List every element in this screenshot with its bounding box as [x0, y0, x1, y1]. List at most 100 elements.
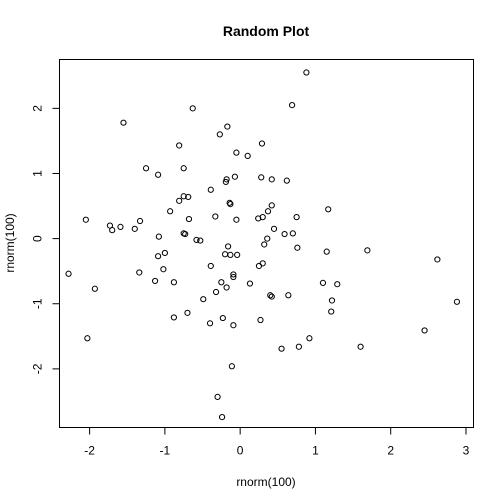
data-point — [325, 206, 332, 213]
data-point — [212, 288, 220, 296]
data-point — [219, 314, 226, 322]
data-point — [289, 230, 296, 237]
data-point — [136, 217, 144, 225]
data-point — [228, 363, 235, 370]
data-point — [288, 101, 296, 109]
data-point — [84, 335, 91, 342]
data-point — [270, 225, 278, 232]
data-point — [170, 314, 178, 321]
data-point — [258, 140, 266, 147]
data-point — [267, 292, 274, 299]
data-point — [65, 270, 72, 277]
data-point — [91, 285, 98, 292]
data-point — [294, 244, 301, 251]
data-point — [334, 281, 341, 288]
data-point — [222, 251, 229, 258]
x-tick-label: 1 — [312, 444, 319, 458]
y-axis: -2 -1 0 1 2 — [31, 105, 60, 374]
x-axis: -2 -1 0 1 2 3 — [84, 427, 470, 458]
data-point — [258, 174, 265, 181]
data-point — [155, 253, 162, 260]
data-point — [197, 237, 204, 244]
data-point — [218, 279, 225, 286]
chart-title: Random Plot — [223, 23, 310, 39]
data-point — [306, 335, 313, 342]
data-point — [155, 171, 162, 178]
data-point — [212, 213, 219, 220]
data-point — [189, 105, 196, 112]
data-point — [131, 225, 138, 232]
data-point — [268, 202, 275, 209]
data-point — [278, 345, 285, 352]
data-point — [142, 165, 150, 172]
y-tick-label: 2 — [31, 105, 45, 112]
data-point — [109, 227, 116, 234]
data-point — [285, 292, 292, 299]
data-point — [295, 343, 302, 350]
data-point — [167, 208, 174, 215]
data-point — [453, 298, 461, 305]
data-point — [82, 216, 89, 223]
data-point — [231, 173, 238, 180]
data-point — [176, 197, 183, 204]
data-point — [230, 322, 237, 329]
data-point — [230, 273, 237, 281]
x-tick-label: -1 — [160, 444, 171, 458]
data-point — [184, 309, 191, 316]
data-point — [170, 279, 178, 286]
data-point — [151, 277, 159, 285]
data-point — [224, 123, 231, 130]
data-point — [117, 223, 124, 230]
data-point — [223, 176, 230, 183]
data-point — [234, 251, 241, 258]
data-point — [218, 413, 226, 421]
data-point — [225, 243, 232, 250]
data-point — [185, 215, 193, 223]
y-tick-label: 0 — [31, 235, 45, 242]
data-point — [227, 200, 234, 208]
data-point — [293, 214, 300, 221]
data-point — [216, 131, 223, 138]
data-point — [200, 296, 207, 303]
data-point — [136, 269, 143, 276]
data-point — [180, 165, 187, 172]
data-point — [207, 186, 214, 193]
data-point — [214, 393, 221, 400]
x-axis-label: rnorm(100) — [236, 475, 295, 489]
data-point — [227, 251, 234, 258]
data-point — [223, 284, 230, 291]
data-point — [176, 142, 183, 149]
data-point — [268, 176, 275, 183]
data-point — [328, 308, 335, 315]
y-tick-label: 1 — [31, 170, 45, 177]
x-tick-label: 2 — [387, 444, 394, 458]
data-point — [268, 293, 275, 300]
data-point — [155, 233, 162, 240]
data-point — [180, 193, 187, 200]
data-point — [281, 230, 288, 238]
data-point — [182, 230, 189, 238]
data-point — [323, 248, 330, 255]
data-point — [185, 193, 192, 201]
data-point — [207, 262, 214, 270]
data-point — [244, 152, 251, 159]
data-point — [264, 235, 271, 242]
data-point — [421, 327, 428, 334]
x-tick-label: -2 — [84, 444, 95, 458]
data-point — [259, 260, 266, 267]
data-point — [357, 343, 364, 350]
data-point — [161, 249, 168, 257]
data-point — [230, 271, 237, 278]
data-point — [319, 279, 327, 287]
data-point — [255, 262, 263, 270]
data-point — [283, 177, 290, 184]
data-point — [120, 119, 127, 126]
data-point — [434, 256, 441, 263]
data-point — [193, 236, 200, 244]
data-point — [261, 241, 268, 248]
data-point — [303, 69, 310, 76]
data-point — [206, 320, 214, 327]
data-point — [257, 316, 264, 324]
data-point — [233, 216, 240, 223]
